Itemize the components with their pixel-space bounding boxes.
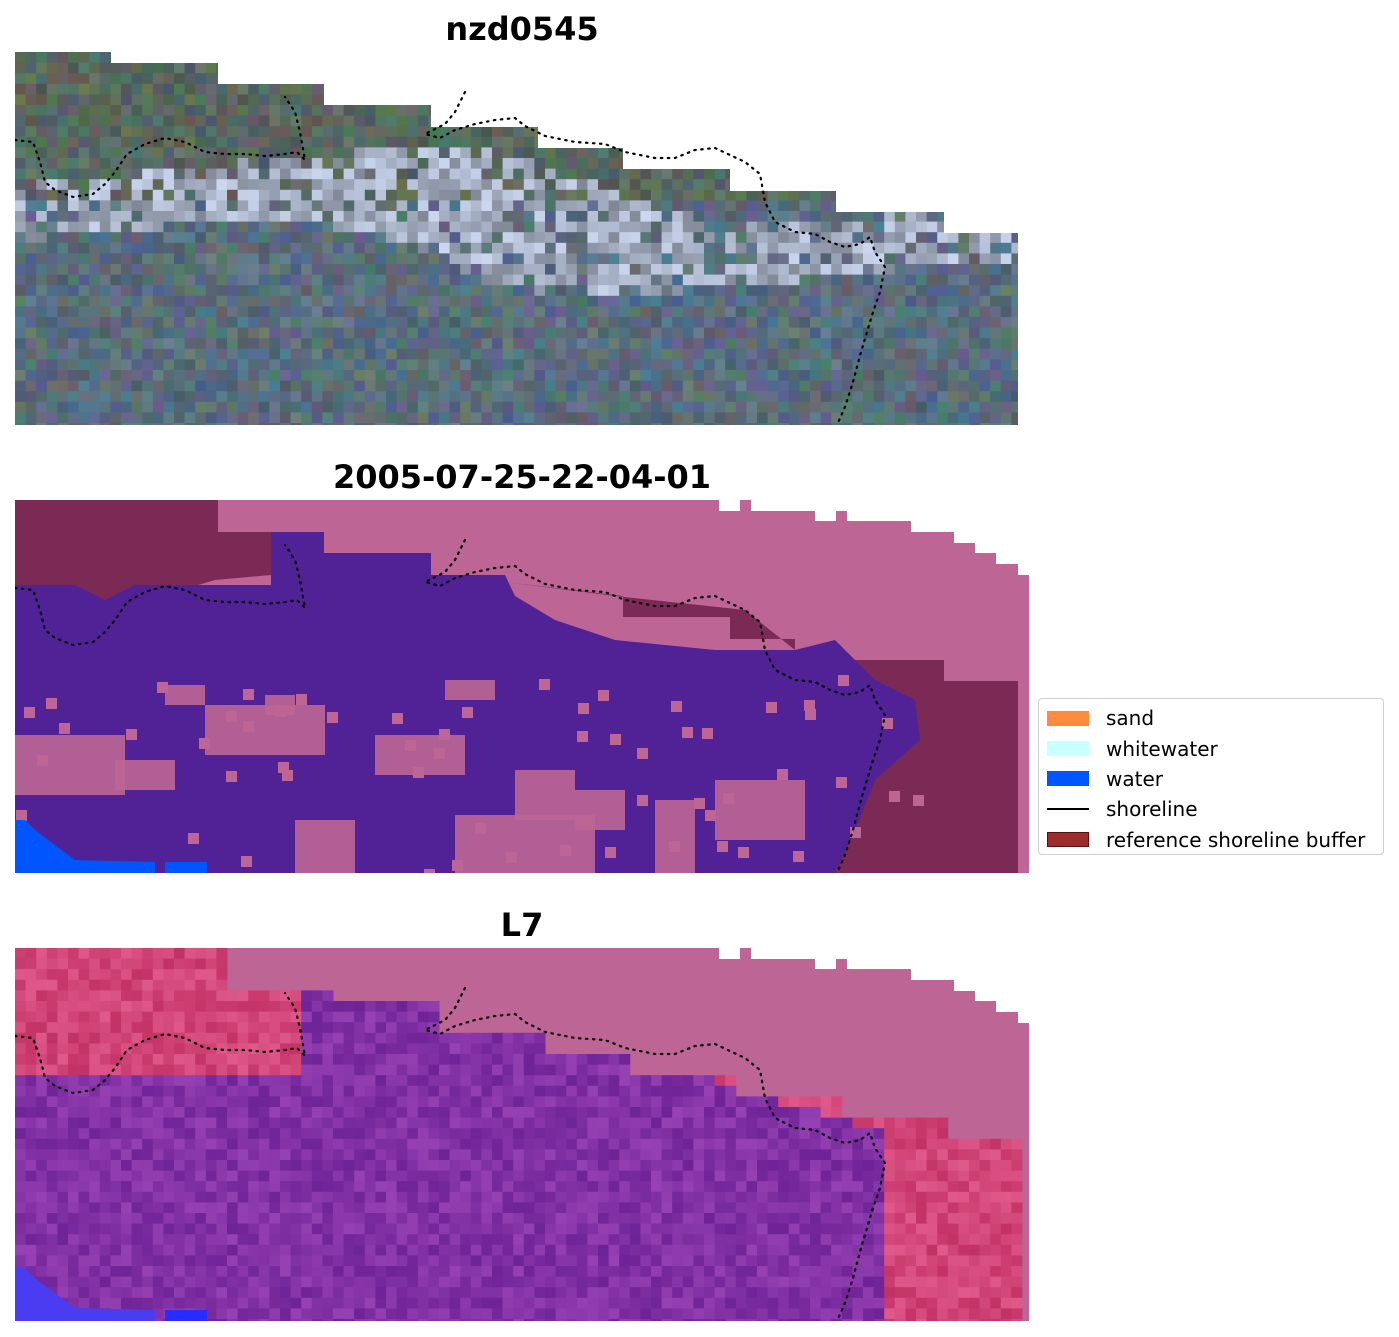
index-image xyxy=(15,948,1029,1321)
water-region xyxy=(15,820,155,873)
buffer-swatch xyxy=(1047,832,1089,848)
legend-item-reference-shoreline-buffer: reference shoreline buffer xyxy=(1047,825,1383,855)
legend-label: shoreline xyxy=(1106,797,1198,822)
sand-swatch xyxy=(1047,710,1089,726)
panel-title-rgb: nzd0545 xyxy=(445,10,599,48)
legend-label: sand xyxy=(1106,706,1155,731)
classified-image xyxy=(15,500,1029,873)
legend-label: whitewater xyxy=(1106,736,1218,761)
legend-item-water: water xyxy=(1047,764,1383,794)
classified-overlay xyxy=(15,532,920,873)
shoreline-line xyxy=(15,986,887,1321)
rgb-image-panel xyxy=(15,52,1029,425)
legend-item-shoreline: shoreline xyxy=(1047,794,1383,824)
classified-image-panel xyxy=(15,500,1029,873)
rgb-satellite-image xyxy=(15,52,1018,425)
shoreline-line-swatch xyxy=(1047,808,1089,811)
water-swatch xyxy=(1047,771,1089,787)
legend-label: reference shoreline buffer xyxy=(1106,827,1366,852)
shoreline-line xyxy=(15,90,887,425)
index-image-panel xyxy=(15,948,1029,1321)
legend: sand whitewater water shoreline referenc… xyxy=(1038,698,1384,855)
legend-item-sand: sand xyxy=(1047,703,1383,733)
panel-title-satellite: L7 xyxy=(500,906,544,944)
whitewater-swatch xyxy=(1047,741,1089,757)
panel-title-date: 2005-07-25-22-04-01 xyxy=(332,458,712,496)
legend-item-whitewater: whitewater xyxy=(1047,733,1383,763)
legend-label: water xyxy=(1106,766,1163,791)
shoreline-line xyxy=(15,538,887,873)
